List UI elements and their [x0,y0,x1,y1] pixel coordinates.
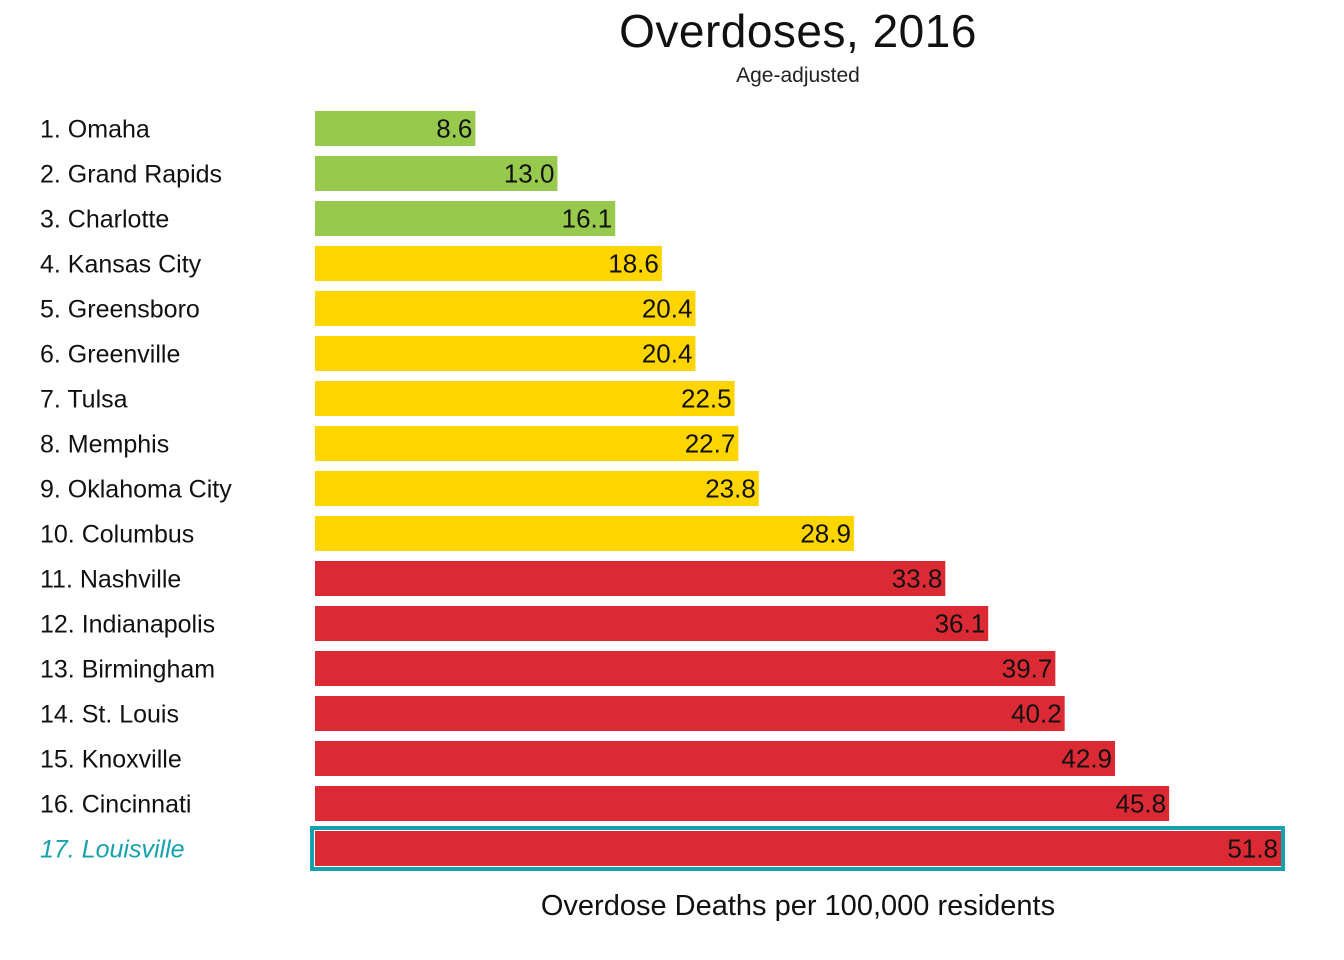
chart-subtitle: Age-adjusted [736,64,860,87]
category-label: 8. Memphis [40,431,169,459]
bar [315,516,854,551]
data-label: 33.8 [892,564,943,594]
category-label: 1. Omaha [40,116,150,144]
bar [315,381,735,416]
data-label: 28.9 [800,519,851,549]
chart-title: Overdoses, 2016 [619,5,977,57]
bar [315,786,1170,821]
bar [315,606,989,641]
data-label: 39.7 [1002,654,1053,684]
category-label: 12. Indianapolis [40,611,215,639]
bar [315,471,759,506]
category-label: 15. Knoxville [40,746,182,774]
category-label: 9. Oklahoma City [40,476,232,504]
data-label: 8.6 [436,114,472,144]
bar [315,201,616,236]
highlight-outline [310,826,1285,871]
category-label: 4. Kansas City [40,251,202,279]
data-label: 13.0 [504,159,555,189]
data-label: 36.1 [935,609,986,639]
data-label: 20.4 [642,294,693,324]
data-label: 45.8 [1115,789,1166,819]
category-label: 6. Greenville [40,341,180,369]
category-label: 7. Tulsa [40,386,128,414]
bar [315,111,476,146]
category-label: 10. Columbus [40,521,194,549]
bar [315,156,558,191]
data-label: 22.5 [681,384,732,414]
bar [315,426,739,461]
bar [315,246,662,281]
bar [315,291,696,326]
bar [315,696,1065,731]
category-label: 5. Greensboro [40,296,200,324]
bar [315,561,946,596]
category-label: 11. Nashville [40,566,181,594]
data-label: 18.6 [608,249,659,279]
category-label: 14. St. Louis [40,701,179,729]
bar [315,651,1056,686]
data-label: 22.7 [685,429,736,459]
bar [315,336,696,371]
data-label: 20.4 [642,339,693,369]
data-label: 42.9 [1061,744,1112,774]
data-label: 23.8 [705,474,756,504]
category-label: 2. Grand Rapids [40,161,222,189]
category-label: 16. Cincinnati [40,791,191,819]
x-axis-label: Overdose Deaths per 100,000 residents [540,890,1056,922]
category-label: 3. Charlotte [40,206,169,234]
category-label: 13. Birmingham [40,656,215,684]
data-label: 16.1 [562,204,613,234]
bar [315,831,1281,866]
bar [315,741,1116,776]
category-label: 17. Louisville [40,836,185,864]
data-label: 40.2 [1011,699,1062,729]
data-label: 51.8 [1227,834,1278,864]
